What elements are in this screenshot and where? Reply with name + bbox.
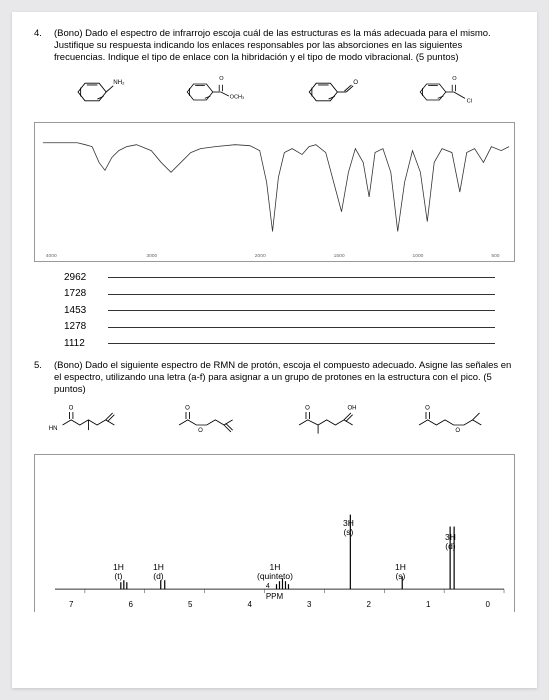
struct-oh: O OH — [287, 402, 382, 448]
svg-text:1500: 1500 — [334, 253, 345, 259]
freq-row: 1112 — [64, 338, 515, 351]
svg-text:O: O — [305, 405, 310, 411]
ppm-label: 4PPM — [266, 581, 283, 602]
struct-cl: O Cl — [409, 70, 489, 114]
peak-label: 1H(s) — [395, 563, 406, 582]
q5-number: 5. — [34, 360, 48, 396]
peak-label: 3H(d) — [445, 533, 456, 552]
peak-label: 1H(t) — [113, 563, 124, 582]
label-hn: HN — [48, 426, 57, 432]
label-nh2: NH₂ — [113, 79, 125, 86]
blank-line — [108, 294, 495, 295]
blank-line — [108, 327, 495, 328]
freq-value: 1728 — [64, 288, 96, 301]
svg-text:O: O — [185, 405, 190, 411]
document-page: 4. (Bono) Dado el espectro de infrarrojo… — [12, 12, 537, 688]
freq-value: 1453 — [64, 305, 96, 318]
peak-label: 1H(quinteto) — [257, 563, 293, 582]
struct-benzaldehyde: O — [293, 70, 373, 114]
svg-text:3000: 3000 — [146, 253, 157, 259]
svg-text:500: 500 — [491, 253, 499, 259]
nmr-spectrum: 1H(t) 1H(d) 1H(quinteto) 3H(s) 1H(s) 3H(… — [34, 454, 515, 612]
svg-text:1000: 1000 — [412, 253, 423, 259]
svg-text:2000: 2000 — [255, 253, 266, 259]
struct-methylbenzoate: O OCH₃ — [176, 70, 256, 114]
svg-text:4000: 4000 — [46, 253, 57, 259]
svg-text:O: O — [456, 428, 461, 434]
svg-text:O: O — [426, 405, 431, 411]
struct-ester1: O O — [167, 402, 262, 448]
frequency-list: 2962 1728 1453 1278 1112 — [64, 272, 515, 351]
label-oh: OH — [348, 405, 357, 411]
svg-text:O: O — [220, 76, 225, 82]
blank-line — [108, 310, 495, 311]
peak-label: 1H(d) — [153, 563, 164, 582]
freq-value: 1278 — [64, 321, 96, 334]
ir-spectrum: 4000 3000 2000 1500 1000 500 — [34, 122, 515, 262]
blank-line — [108, 343, 495, 344]
svg-text:O: O — [353, 79, 358, 86]
svg-text:O: O — [198, 428, 203, 434]
struct-hn: O HN — [47, 402, 142, 448]
question-5: 5. (Bono) Dado el siguiente espectro de … — [34, 360, 515, 396]
freq-value: 2962 — [64, 272, 96, 285]
q5-structures: O HN O O O OH — [34, 402, 515, 448]
freq-row: 2962 — [64, 272, 515, 285]
peak-label: 3H(s) — [343, 519, 354, 538]
freq-row: 1728 — [64, 288, 515, 301]
freq-row: 1278 — [64, 321, 515, 334]
svg-text:O: O — [68, 405, 73, 411]
freq-value: 1112 — [64, 338, 96, 351]
q5-text: (Bono) Dado el siguiente espectro de RMN… — [54, 360, 515, 396]
q4-number: 4. — [34, 28, 48, 64]
q4-text: (Bono) Dado el espectro de infrarrojo es… — [54, 28, 515, 64]
q4-structures: NH₂ O OCH₃ — [34, 70, 515, 114]
blank-line — [108, 277, 495, 278]
label-och3: OCH₃ — [230, 94, 245, 100]
freq-row: 1453 — [64, 305, 515, 318]
question-4: 4. (Bono) Dado el espectro de infrarrojo… — [34, 28, 515, 64]
struct-ester2: O O — [407, 402, 502, 448]
struct-aniline: NH₂ — [60, 70, 140, 114]
label-cl: Cl — [466, 98, 471, 104]
svg-text:O: O — [452, 76, 457, 82]
